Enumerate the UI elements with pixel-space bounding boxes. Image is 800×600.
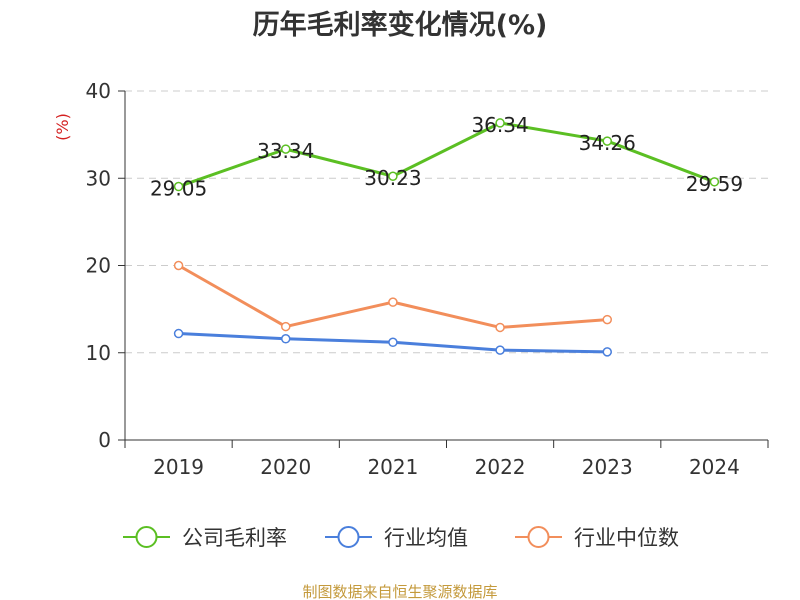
legend-item: 公司毛利率 <box>123 526 287 550</box>
data-point <box>709 177 720 187</box>
data-point <box>495 118 505 128</box>
data-point <box>281 321 291 332</box>
data-point <box>388 337 398 348</box>
source-note: 制图数据来自恒生聚源数据库 <box>302 583 497 600</box>
x-tick-label: 2019 <box>153 455 204 479</box>
chart-title: 历年毛利率变化情况(%) <box>253 9 548 41</box>
data-label: 29.59 <box>686 172 743 196</box>
data-point <box>602 136 612 146</box>
x-tick-label: 2022 <box>475 455 526 479</box>
data-label: 33.34 <box>257 139 314 163</box>
data-point <box>495 322 505 333</box>
legend-marker <box>337 526 360 548</box>
legend-marker <box>527 526 550 548</box>
data-point <box>602 314 612 325</box>
data-point <box>173 181 184 192</box>
axes: 0 10 20 30 40 2019 2020 2021 2022 2023 2024 <box>86 79 769 479</box>
data-point <box>173 328 184 339</box>
legend-item: 行业中位数 <box>515 526 679 550</box>
x-tick-label: 2024 <box>689 455 740 479</box>
data-point <box>281 144 291 154</box>
data-label: 29.05 <box>150 177 207 201</box>
data-label: 36.34 <box>471 113 528 137</box>
legend-label: 行业中位数 <box>574 526 679 550</box>
legend-label: 行业均值 <box>384 526 468 550</box>
legend-label: 公司毛利率 <box>182 526 287 550</box>
series-line-3 <box>177 264 608 329</box>
data-label: 30.23 <box>364 166 421 190</box>
data-point <box>173 260 184 271</box>
series-line-1 <box>178 121 715 188</box>
x-tick-label: 2023 <box>582 455 633 479</box>
x-tick-label: 2020 <box>260 455 311 479</box>
data-point <box>602 347 612 357</box>
data-point <box>495 345 505 355</box>
y-tick-label: 30 <box>86 166 111 190</box>
data-point <box>388 171 398 181</box>
y-tick-label: 0 <box>98 428 111 452</box>
x-tick-label: 2021 <box>367 455 418 479</box>
y-tick-label: 40 <box>86 79 111 103</box>
y-tick-label: 10 <box>86 341 111 365</box>
y-tick-label: 20 <box>86 254 111 278</box>
legend-item: 行业均值 <box>325 526 468 550</box>
legend: 公司毛利率 行业均值 行业中位数 <box>123 526 679 550</box>
y-axis-unit: (%) <box>53 113 72 141</box>
legend-marker <box>135 526 158 548</box>
data-labels: 29.05 33.34 30.23 36.34 34.26 29.59 <box>150 113 743 201</box>
series-group <box>173 118 720 357</box>
data-point <box>388 297 398 307</box>
data-point <box>281 334 291 344</box>
data-label: 34.26 <box>579 131 636 155</box>
